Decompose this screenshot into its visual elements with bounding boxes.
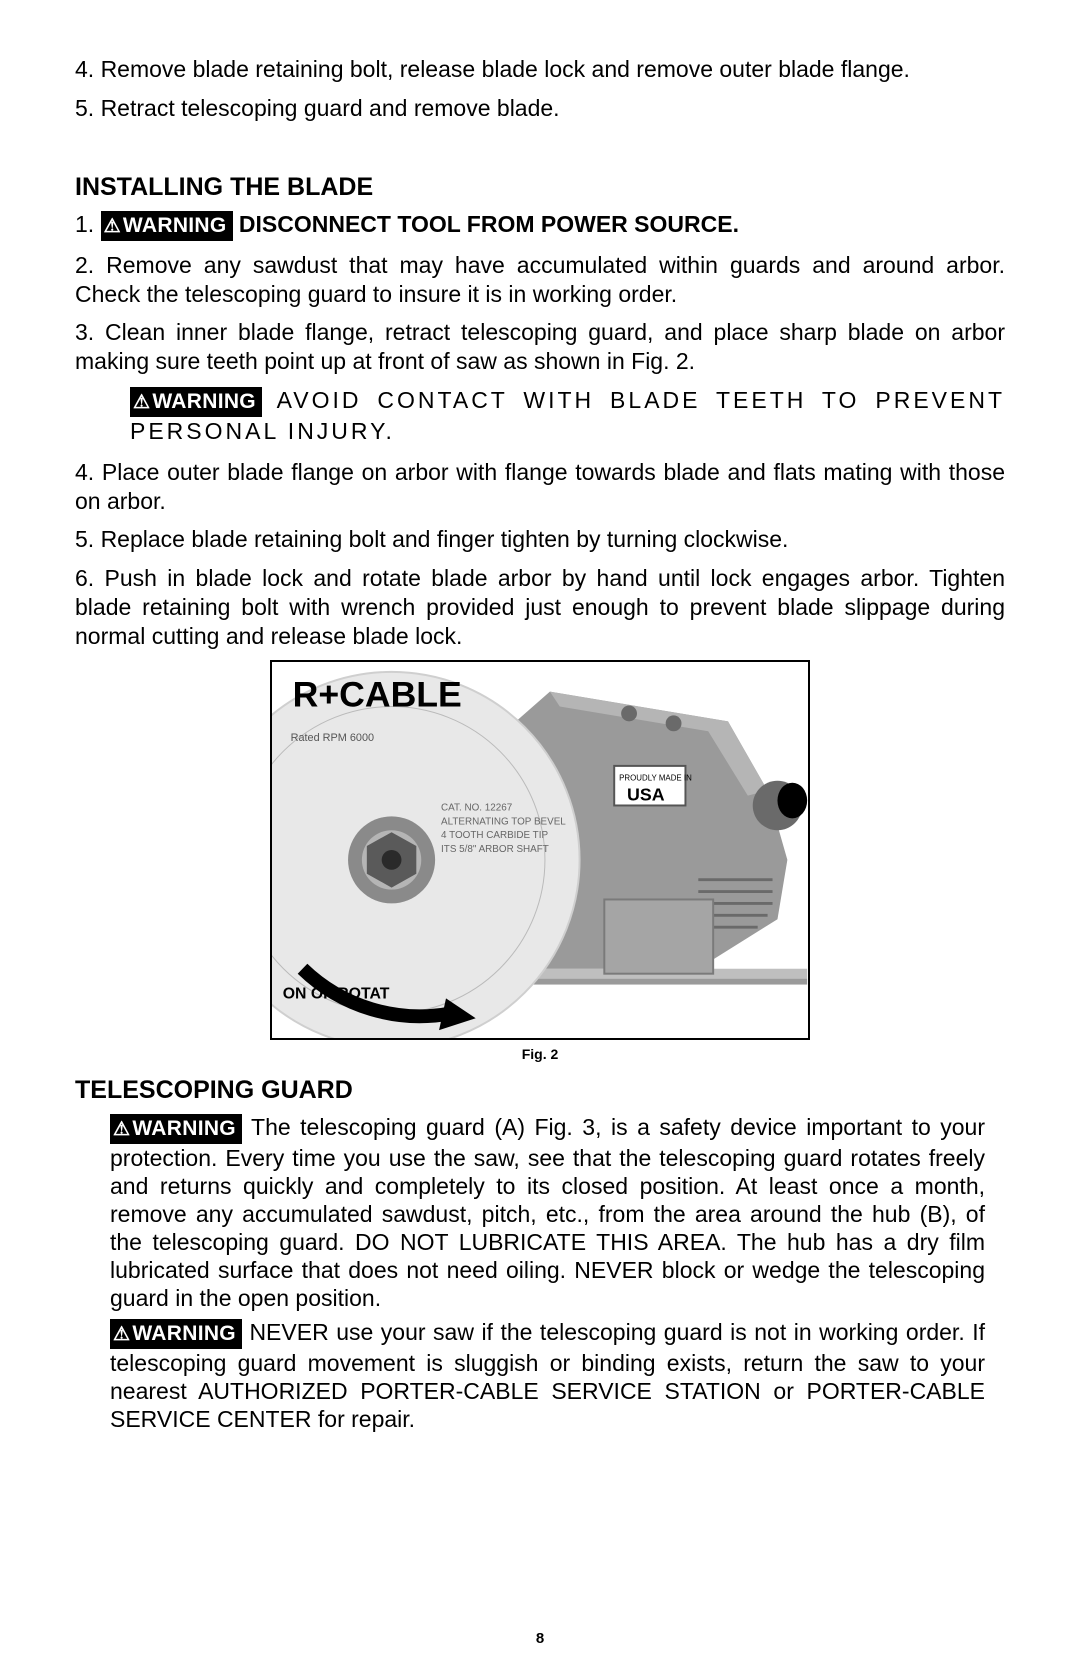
install-step-5: 5. Replace blade retaining bolt and fing… — [75, 525, 1005, 554]
telescoping-para-1: WARNING The telescoping guard (A) Fig. 3… — [75, 1113, 1005, 1312]
svg-text:USA: USA — [627, 785, 665, 805]
telescoping-text-1: The telescoping guard (A) Fig. 3, is a s… — [110, 1114, 985, 1311]
telescoping-heading: TELESCOPING GUARD — [75, 1076, 1005, 1105]
installing-heading: INSTALLING THE BLADE — [75, 173, 1005, 202]
install-step-6: 6. Push in blade lock and rotate blade a… — [75, 564, 1005, 650]
warning-badge: WARNING — [110, 1319, 242, 1349]
svg-text:R+CABLE: R+CABLE — [293, 675, 462, 715]
svg-text:PROUDLY MADE IN: PROUDLY MADE IN — [619, 774, 692, 783]
figure-caption: Fig. 2 — [75, 1046, 1005, 1062]
svg-text:ALTERNATING TOP BEVEL: ALTERNATING TOP BEVEL — [441, 817, 566, 828]
step-number: 1. — [75, 211, 101, 237]
svg-text:ON OF ROTAT: ON OF ROTAT — [283, 986, 390, 1003]
install-step-1: 1. WARNING DISCONNECT TOOL FROM POWER SO… — [75, 210, 1005, 241]
warning-badge: WARNING — [110, 1114, 242, 1144]
warning-badge: WARNING — [130, 387, 262, 417]
install-step-3: 3. Clean inner blade flange, retract tel… — [75, 318, 1005, 376]
telescoping-para-2: WARNING NEVER use your saw if the telesc… — [75, 1318, 1005, 1433]
install-step-2: 2. Remove any sawdust that may have accu… — [75, 251, 1005, 309]
install-step-1-text: DISCONNECT TOOL FROM POWER SOURCE. — [233, 211, 739, 237]
manual-page: 4. Remove blade retaining bolt, release … — [0, 0, 1080, 1669]
svg-text:Rated RPM 6000: Rated RPM 6000 — [291, 732, 374, 744]
svg-text:ITS 5/8" ARBOR SHAFT: ITS 5/8" ARBOR SHAFT — [441, 844, 549, 855]
removal-step-5: 5. Retract telescoping guard and remove … — [75, 94, 1005, 123]
install-warning-block: WARNING AVOID CONTACT WITH BLADE TEETH T… — [75, 386, 1005, 446]
svg-text:CAT. NO. 12267: CAT. NO. 12267 — [441, 803, 512, 814]
svg-text:4 TOOTH CARBIDE TIP: 4 TOOTH CARBIDE TIP — [441, 830, 548, 841]
saw-illustration: R+CABLE Rated RPM 6000 CAT. NO. 12267 AL… — [272, 662, 808, 1038]
removal-step-4: 4. Remove blade retaining bolt, release … — [75, 55, 1005, 84]
install-step-4: 4. Place outer blade flange on arbor wit… — [75, 458, 1005, 516]
page-number: 8 — [0, 1630, 1080, 1647]
warning-badge: WARNING — [101, 211, 233, 241]
figure-2: R+CABLE Rated RPM 6000 CAT. NO. 12267 AL… — [270, 660, 810, 1040]
telescoping-text-2: NEVER use your saw if the telescoping gu… — [110, 1319, 985, 1432]
